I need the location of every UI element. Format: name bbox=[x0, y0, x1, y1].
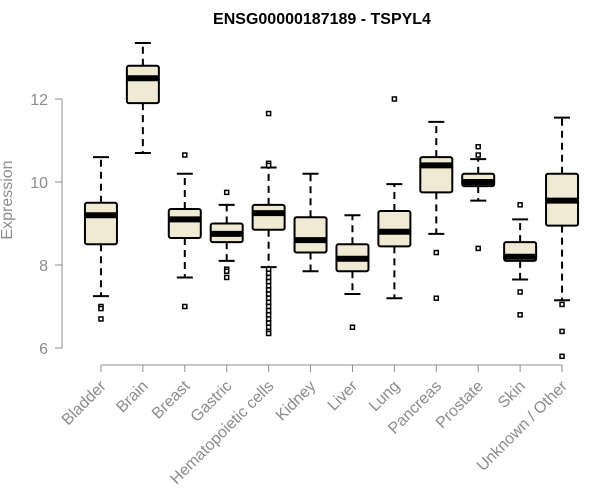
box-lung bbox=[377, 96, 412, 300]
outlier-point bbox=[517, 202, 523, 208]
outlier-point bbox=[517, 312, 523, 318]
box-bladder bbox=[83, 156, 118, 322]
outlier-point bbox=[265, 162, 272, 169]
y-tick-label: 10 bbox=[30, 175, 48, 192]
box-prostate bbox=[461, 143, 496, 252]
outlier-point bbox=[223, 189, 230, 196]
y-tick-label: 12 bbox=[30, 92, 48, 109]
outlier-point bbox=[475, 245, 481, 252]
outlier-point bbox=[223, 274, 230, 281]
outlier-point bbox=[265, 330, 272, 337]
outlier-point bbox=[475, 143, 481, 150]
outlier-point bbox=[517, 289, 523, 295]
y-tick-label: 8 bbox=[39, 258, 48, 275]
x-tick-label: Kidney bbox=[273, 378, 320, 425]
box-gastric bbox=[209, 189, 244, 281]
outlier-point bbox=[182, 303, 188, 310]
outlier-point bbox=[265, 312, 272, 318]
box-pancreas bbox=[419, 120, 454, 301]
box-skin bbox=[503, 202, 538, 318]
box-breast bbox=[167, 152, 202, 310]
x-tick-label: Bladder bbox=[59, 377, 110, 428]
outlier-point bbox=[475, 152, 481, 158]
outlier-point bbox=[391, 96, 398, 102]
outlier-point bbox=[265, 270, 272, 277]
iqr-box bbox=[125, 64, 160, 105]
iqr-box bbox=[377, 210, 412, 248]
box-kidney bbox=[293, 172, 328, 273]
x-tick-label: Breast bbox=[149, 377, 194, 422]
outlier-point bbox=[265, 291, 272, 297]
box-hematopoietic-cells bbox=[251, 110, 286, 337]
y-axis-label: Expression bbox=[0, 160, 16, 239]
chart-title: ENSG00000187189 - TSPYL4 bbox=[213, 11, 431, 28]
box-liver bbox=[335, 214, 370, 330]
y-tick-label: 6 bbox=[39, 341, 48, 358]
y-axis: 6 8 10 12 bbox=[30, 92, 63, 358]
outlier-point bbox=[559, 301, 565, 308]
iqr-box bbox=[293, 216, 328, 254]
outlier-point bbox=[559, 353, 565, 360]
iqr-box bbox=[83, 201, 118, 246]
outlier-point bbox=[265, 110, 272, 117]
x-tick-label: Liver bbox=[325, 377, 362, 414]
box-brain bbox=[125, 41, 160, 154]
x-tick-label: Lung bbox=[366, 378, 403, 415]
iqr-box bbox=[167, 207, 202, 240]
box-unknown-other bbox=[545, 116, 580, 360]
iqr-box bbox=[419, 156, 454, 194]
x-tick-label: Skin bbox=[495, 378, 529, 412]
outlier-point bbox=[223, 268, 230, 274]
outlier-point bbox=[98, 316, 104, 322]
outlier-point bbox=[182, 152, 188, 158]
iqr-box bbox=[251, 203, 286, 231]
outlier-point bbox=[98, 305, 104, 312]
outlier-point bbox=[433, 249, 440, 256]
outlier-point bbox=[349, 324, 356, 330]
box-series bbox=[83, 41, 580, 360]
outlier-point bbox=[559, 328, 565, 335]
x-tick-label: Brain bbox=[113, 378, 151, 416]
outlier-point bbox=[433, 295, 440, 301]
